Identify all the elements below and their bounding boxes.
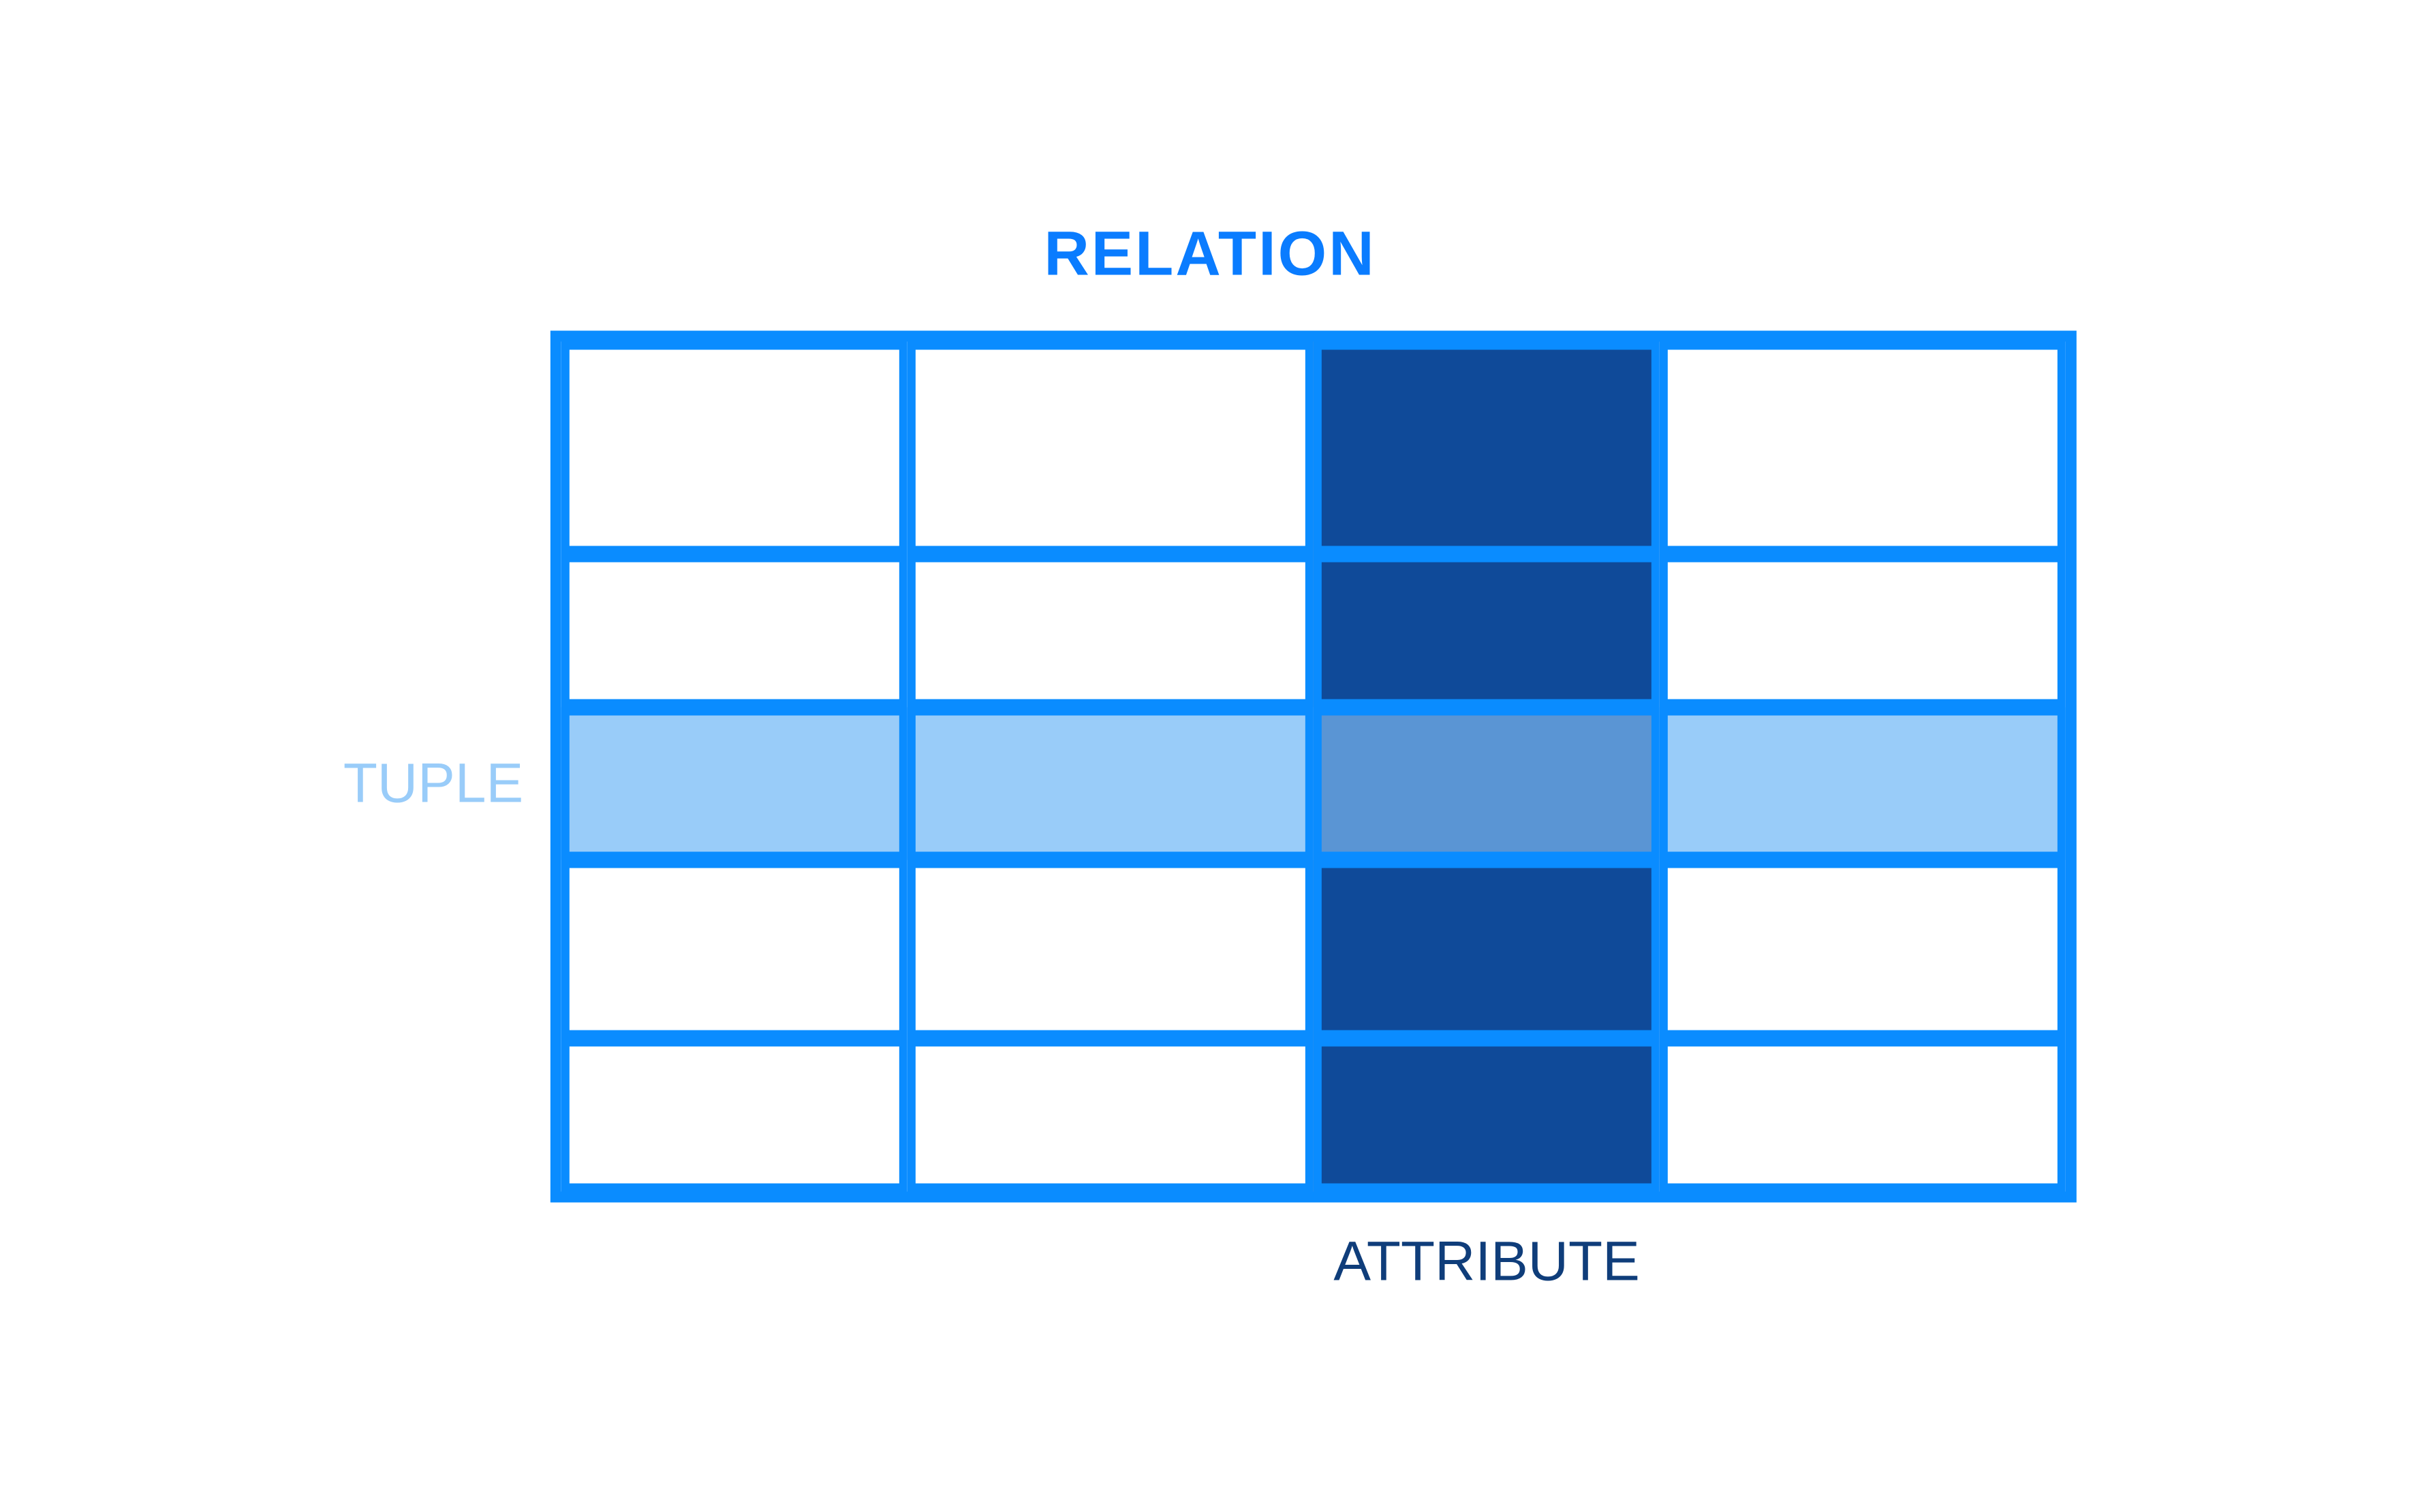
grid-cell: [908, 342, 1314, 554]
grid-cell: [908, 707, 1314, 860]
grid-cell: [1660, 1039, 2066, 1192]
grid-cell: [1314, 342, 1660, 554]
grid-cell: [908, 860, 1314, 1039]
diagram-container: RELATION TUPLE ATTRIBUTE: [343, 219, 2077, 1294]
diagram-body: TUPLE: [343, 331, 2077, 1203]
grid-cell: [561, 707, 908, 860]
grid-cell: [561, 1039, 908, 1192]
attribute-spacer: [343, 1230, 1314, 1294]
attribute-label-wrapper: ATTRIBUTE: [343, 1230, 2077, 1294]
grid-cell: [908, 1039, 1314, 1192]
grid-cell: [1314, 1039, 1660, 1192]
relation-grid: [550, 331, 2077, 1203]
grid-cell: [908, 554, 1314, 708]
grid-cell: [1314, 860, 1660, 1039]
grid-cell: [1660, 707, 2066, 860]
grid-cell: [561, 860, 908, 1039]
grid-cell: [561, 342, 908, 554]
grid-cell: [1314, 707, 1660, 860]
relation-title: RELATION: [1044, 219, 1376, 290]
grid-cell: [561, 554, 908, 708]
grid-cell: [1314, 554, 1660, 708]
tuple-label: TUPLE: [343, 751, 523, 815]
grid-cell: [1660, 554, 2066, 708]
grid-cell: [1660, 860, 2066, 1039]
grid-wrapper: [550, 331, 2077, 1203]
grid-cell: [1660, 342, 2066, 554]
attribute-label: ATTRIBUTE: [1314, 1230, 1660, 1294]
